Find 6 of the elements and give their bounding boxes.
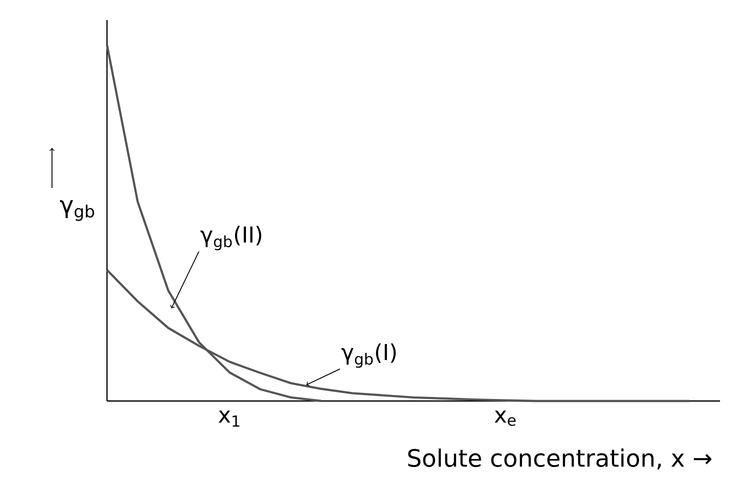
x-axis-title: Solute concentration, x →	[408, 448, 712, 470]
y-axis-title: γ$_{gb}$	[60, 200, 94, 221]
annotation: γ$_{gb}$(II)	[200, 226, 262, 250]
x-tick-label: x$_{1}$	[218, 410, 240, 427]
x-tick-label: x$_{e}$	[494, 410, 516, 426]
annotation: γ$_{gb}$(I)	[341, 343, 396, 368]
